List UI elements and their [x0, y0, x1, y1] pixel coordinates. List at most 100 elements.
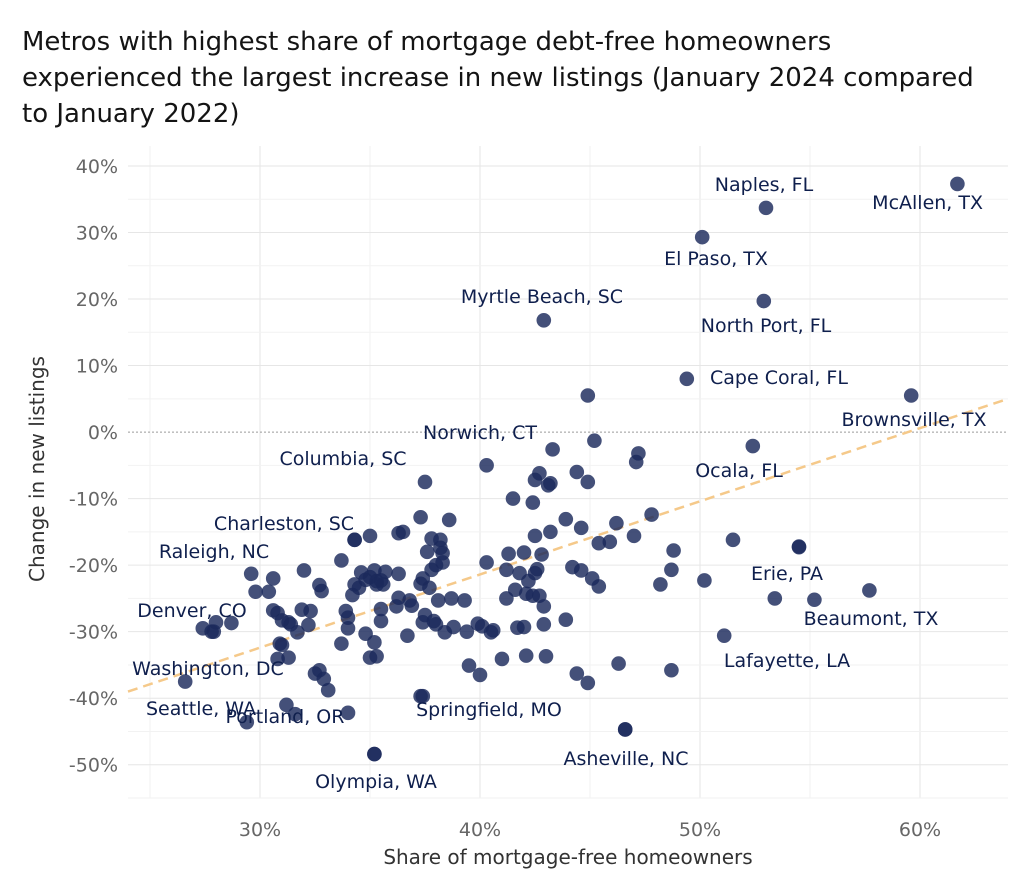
point-label: Springfield, MO — [416, 699, 562, 721]
data-point — [224, 615, 239, 631]
data-point — [499, 562, 514, 578]
data-point — [340, 621, 356, 636]
point-label: Washington, DC — [132, 658, 284, 680]
data-point — [279, 697, 294, 713]
point-label: Seattle, WA — [146, 698, 256, 720]
data-point — [261, 584, 277, 600]
y-tick-label: -40% — [69, 688, 118, 710]
data-point — [538, 648, 554, 664]
data-point — [664, 662, 679, 678]
data-point — [340, 705, 356, 721]
point-label: North Port, FL — [701, 315, 832, 337]
data-point — [265, 603, 281, 618]
data-point — [527, 472, 543, 488]
data-point — [294, 602, 310, 618]
data-point — [417, 474, 433, 490]
data-point — [536, 313, 552, 328]
point-label: Naples, FL — [715, 174, 814, 196]
point-label: Myrtle Beach, SC — [461, 286, 623, 308]
data-point — [664, 562, 679, 578]
data-point — [391, 566, 406, 582]
data-point — [444, 591, 459, 606]
data-point — [239, 714, 255, 730]
data-point — [617, 722, 633, 737]
data-point — [653, 577, 668, 592]
trendline — [127, 397, 1009, 693]
data-point — [314, 583, 329, 599]
data-point — [415, 615, 431, 630]
data-point — [540, 478, 556, 493]
data-point — [521, 573, 536, 589]
data-point — [580, 474, 596, 490]
data-point — [334, 553, 349, 568]
y-tick-label: -50% — [69, 755, 118, 777]
data-point — [301, 617, 316, 633]
data-point — [413, 509, 428, 525]
chart-title: Metros with highest share of mortgage de… — [22, 27, 974, 129]
y-tick-label: -10% — [69, 489, 118, 511]
data-point — [573, 520, 589, 536]
y-tick-label: -20% — [69, 555, 118, 577]
data-point — [413, 688, 428, 704]
data-point — [558, 511, 574, 527]
point-label: McAllen, TX — [872, 192, 983, 214]
point-label: Cape Coral, FL — [710, 367, 848, 389]
point-label: Ocala, FL — [695, 460, 783, 482]
data-point — [543, 524, 558, 540]
data-point — [457, 593, 472, 608]
data-point — [791, 539, 807, 554]
data-point — [602, 534, 618, 550]
data-point — [573, 563, 589, 578]
y-tick-label: -30% — [69, 622, 118, 644]
y-tick-label: 0% — [88, 422, 118, 444]
data-point — [334, 636, 349, 651]
data-point — [558, 612, 574, 627]
data-point — [479, 555, 494, 570]
data-point — [580, 675, 596, 691]
data-point — [609, 515, 624, 531]
y-tick-label: 20% — [76, 289, 118, 311]
point-label: Olympia, WA — [315, 771, 437, 793]
data-point — [507, 582, 523, 598]
data-point — [373, 573, 389, 588]
data-point — [767, 591, 783, 606]
point-label: Asheville, NC — [564, 748, 689, 770]
data-point — [461, 658, 477, 673]
data-point — [373, 601, 389, 617]
data-point — [177, 674, 193, 689]
data-point — [494, 651, 510, 667]
data-point — [644, 507, 659, 522]
data-point — [367, 746, 382, 762]
y-axis-title: Change in new listings — [25, 356, 49, 582]
data-point — [587, 433, 602, 449]
data-point — [483, 625, 499, 640]
trend-line — [127, 397, 1009, 693]
data-point — [580, 388, 596, 403]
data-point — [446, 619, 461, 635]
data-point — [400, 628, 415, 643]
data-point — [591, 579, 607, 594]
data-point — [441, 512, 457, 528]
data-point — [402, 593, 417, 608]
data-point — [516, 619, 532, 635]
y-tick-label: 30% — [76, 222, 118, 244]
data-point — [536, 599, 552, 614]
data-point — [807, 592, 822, 608]
point-label: Portland, OR — [226, 706, 345, 728]
data-point — [345, 587, 360, 603]
data-point — [362, 650, 378, 665]
data-point — [525, 495, 541, 510]
x-tick-label: 40% — [459, 819, 501, 841]
x-tick-label: 30% — [239, 819, 281, 841]
data-point — [591, 535, 607, 551]
data-point — [518, 648, 534, 663]
x-tick-label: 50% — [679, 819, 721, 841]
point-label: Raleigh, NC — [159, 541, 269, 563]
x-axis-title: Share of mortgage-free homeowners — [383, 845, 752, 869]
data-point — [569, 666, 585, 681]
data-point — [281, 650, 296, 665]
data-point — [545, 442, 560, 457]
point-label: Lafayette, LA — [724, 650, 850, 672]
data-point — [248, 584, 263, 600]
